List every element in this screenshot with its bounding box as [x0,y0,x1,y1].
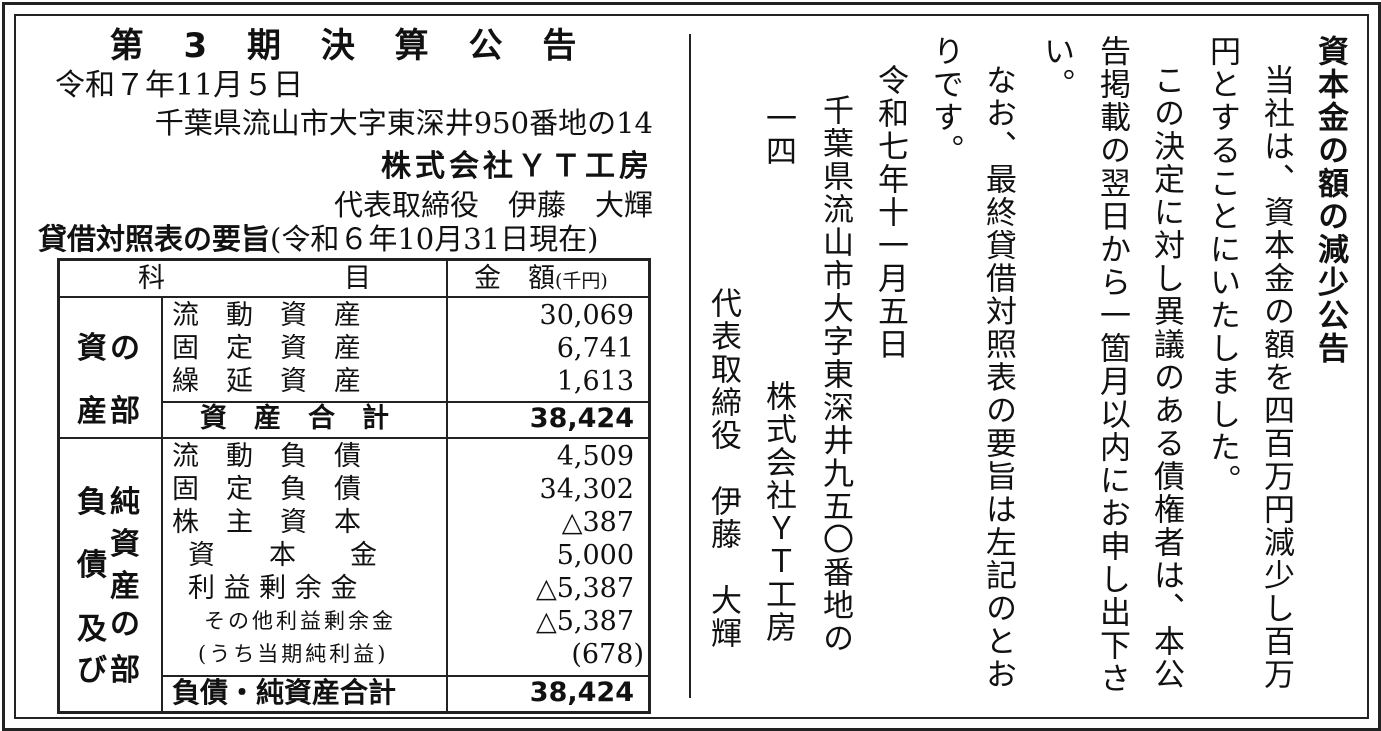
notice-address-vertical-cont: 一四 [760,102,796,168]
notice-address-vertical: 千葉県流山市大字東深井九五〇番地の [817,94,853,655]
notice-line: この決定に対し異議のある債権者は、本公 [1148,64,1184,691]
liab-section-char: 負 [77,485,107,520]
liab-section-char: の [110,607,140,642]
liab-section-char: 産 [110,569,140,604]
notice-date: 令和７年11月５日 [55,68,304,103]
header-unit: (千円) [555,270,608,292]
liab-section-char: 部 [110,653,140,688]
representative: 代表取締役 伊藤 大輝 [333,188,653,222]
column-divider [689,34,691,698]
assets-section-char: 資 [77,331,107,366]
asset-value: 1,613 [556,366,634,397]
liability-value: (678) [571,639,644,670]
assets-section-char: 産 [77,394,107,429]
assets-total-value: 38,424 [529,403,634,434]
notice-date-vertical: 令和七年十一月五日 [872,64,908,361]
notice-line: りです。 [927,35,963,167]
liab-total-divider [161,675,648,677]
liability-label: その他利益剰余金 [204,609,396,633]
assets-section-char: の [110,331,140,366]
notice-company-vertical: 株式会社ＹＴ工房 [760,380,796,644]
header-amount: 金 額(千円) [474,262,608,298]
liability-value: △5,387 [535,573,634,604]
notice-line: 告掲載の翌日から一箇月以内にお申し出下さ [1094,35,1130,695]
notice-title: 第 3 期 決 算 公 告 [109,26,591,66]
capital-reduction-title: 資本金の額の減少公告 [1312,35,1348,365]
asset-label: 固 定 資 産 [172,333,361,364]
header-item-a: 科 [138,263,165,294]
liability-label: 資 本 金 [188,540,377,571]
liab-section-char: 債 [77,548,107,583]
liab-section-char: 及 [77,612,107,647]
liab-total-label: 負債・純資産合計 [172,676,397,709]
notice-line: なお、最終貸借対照表の要旨は左記のとお [980,64,1016,691]
assets-total-divider [161,401,648,403]
asset-label: 繰 延 資 産 [172,366,361,397]
liability-label: (うち当期純利益) [198,642,389,666]
header-divider [60,296,648,298]
notice-line: 当社は、資本金の額を四百万円減少し百万 [1258,64,1294,691]
liab-total-value: 38,424 [529,677,634,708]
liability-label: 株 主 資 本 [172,507,361,538]
asset-value: 30,069 [539,300,634,331]
amount-column-divider [446,261,448,711]
liability-value: 34,302 [539,474,634,505]
liability-value: △387 [561,507,634,538]
company-name: 株式会社ＹＴ工房 [381,149,653,184]
company-address: 千葉県流山市大字東深井950番地の14 [154,106,653,140]
liability-value: 5,000 [556,540,634,571]
balance-sheet-table: 科 目 金 額(千円) 資 の 産 部 流 動 資 産 30,069 固 定 資… [57,258,651,714]
asset-value: 6,741 [556,333,634,364]
assets-section-char: 部 [110,394,140,429]
bs-heading-date: (令和６年10月31日現在) [270,222,599,256]
liab-section-char: び [77,653,107,688]
inner-border [14,14,1369,719]
liability-label: 固 定 負 債 [172,474,361,505]
notice-representative-vertical: 代表取締役 伊藤 大輝 [705,287,741,650]
notice-line: い。 [1038,35,1074,101]
balance-sheet-heading: 貸借対照表の要旨(令和６年10月31日現在) [38,216,598,258]
liability-value: 4,509 [556,441,634,472]
liab-section-char: 資 [110,527,140,562]
asset-label: 流 動 資 産 [172,300,361,331]
liability-value: △5,387 [535,606,634,637]
liability-label: 利 益 剰 余 金 [188,573,358,604]
header-item-b: 目 [344,263,371,294]
header-amount-label: 金 額 [474,263,555,294]
section-divider [60,437,648,439]
liab-section-char: 純 [110,485,140,520]
notice-line: 円とすることにいたしました。 [1204,35,1240,497]
bs-heading-title: 貸借対照表の要旨 [38,222,271,256]
section-column-divider [161,296,163,711]
assets-total-label: 資 産 合 計 [200,403,389,434]
liability-label: 流 動 負 債 [172,441,361,472]
